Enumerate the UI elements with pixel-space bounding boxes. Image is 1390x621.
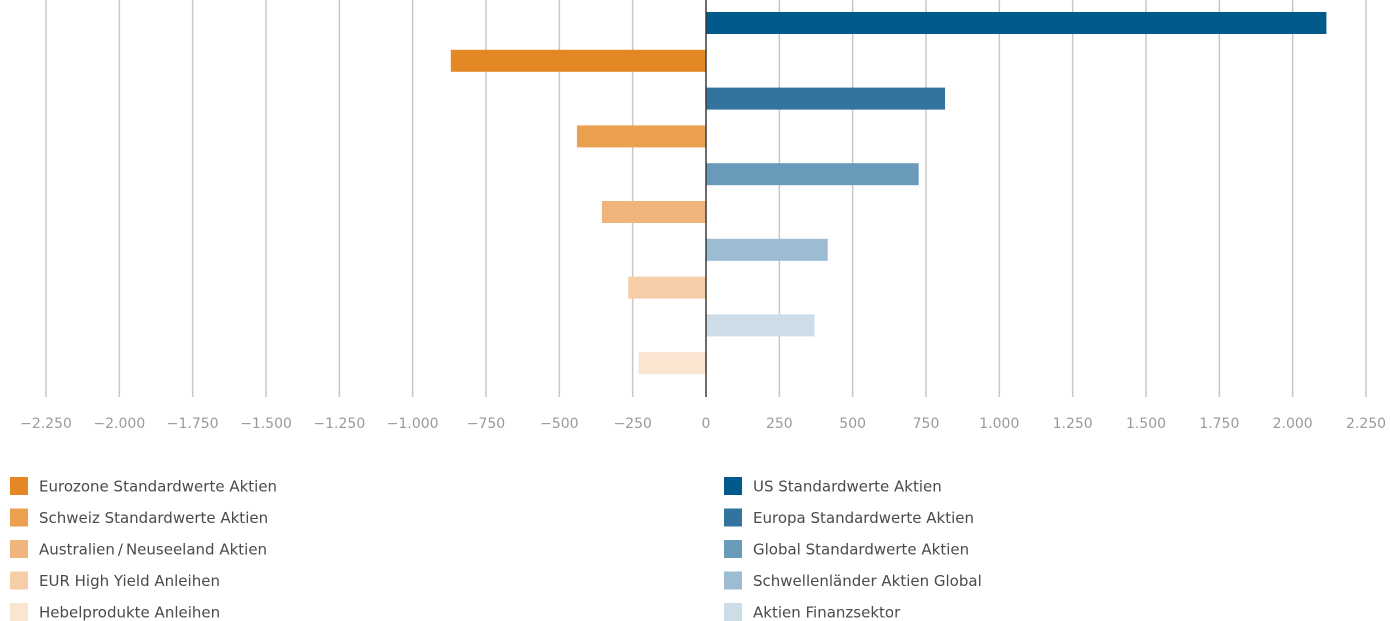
x-tick-label: 1.500 [1126,416,1166,432]
bar [706,87,946,110]
bar [706,12,1327,34]
x-tick-label: −2.250 [20,416,72,432]
bar [576,125,706,148]
legend-label: Hebelprodukte Anleihen [39,604,220,621]
legend-swatch [10,603,28,621]
legend-swatch [724,540,742,558]
x-tick-label: −1.500 [240,416,292,432]
grid-lines [45,0,1367,397]
x-tick-label: −500 [540,416,578,432]
legend-label: Schwellenländer Aktien Global [753,572,982,590]
bar [628,276,706,299]
legend-swatch [10,508,28,527]
x-tick-label: 1.750 [1199,416,1239,432]
x-tick-label: 750 [913,416,940,432]
x-tick-label: −750 [467,416,505,432]
legend-swatch [10,540,28,558]
legend-label: Europa Standardwerte Aktien [753,509,974,527]
x-axis-tick-labels: −2.250 −2.000 −1.750 −1.500 −1.250 −1.000 −750… [20,416,1386,432]
bars [450,12,1327,375]
x-tick-label: 1.000 [979,416,1019,432]
x-tick-label: 2.250 [1346,416,1386,432]
legend-swatch [724,508,742,527]
x-tick-label: −1.750 [167,416,219,432]
bar [450,49,706,72]
legend-label: Australien / Neuseeland Aktien [39,541,267,559]
x-tick-label: 2.000 [1273,416,1313,432]
legend-swatch [724,603,742,621]
x-tick-label: 500 [839,416,866,432]
legend-label: Schweiz Standardwerte Aktien [39,509,268,527]
legend-swatch [10,571,28,590]
legend-swatch [724,477,742,495]
x-tick-label: 0 [702,416,711,432]
legend-label: US Standardwerte Aktien [753,478,942,496]
x-tick-label: 250 [766,416,793,432]
x-tick-label: −1.250 [313,416,365,432]
legend-label: Aktien Finanzsektor [753,604,901,621]
legend-label: EUR High Yield Anleihen [39,572,220,590]
x-tick-label: −1.000 [387,416,439,432]
legend-swatch [724,571,742,590]
x-tick-label: 1.250 [1053,416,1093,432]
legend-label: Global Standardwerte Aktien [753,541,969,559]
x-tick-label: −2.000 [93,416,145,432]
bar [706,163,919,186]
bar [601,201,706,223]
bar [706,314,815,337]
legend: Eurozone Standardwerte Aktien Schweiz Sta… [10,477,982,621]
x-tick-label: −250 [613,416,651,432]
legend-swatch [10,477,28,495]
bar [706,238,828,261]
legend-label: Eurozone Standardwerte Aktien [39,478,277,496]
bar [638,352,706,375]
